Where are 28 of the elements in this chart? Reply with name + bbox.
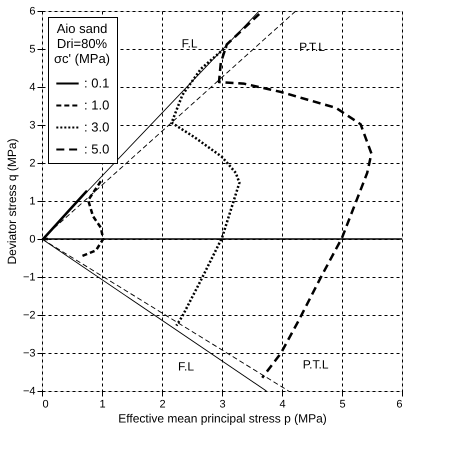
y-tick-label: 4	[29, 82, 36, 94]
y-axis-title: Deviator stress q (MPa)	[4, 138, 19, 265]
y-tick-label: 2	[29, 158, 36, 170]
x-tick-label: 6	[396, 398, 402, 410]
annotation: P.T.L	[302, 357, 329, 372]
legend-title: Aio sand Dri=80% σc' (MPa)	[54, 21, 110, 66]
x-tick-label: 2	[159, 398, 166, 410]
y-tick-label: 6	[29, 6, 36, 18]
x-axis-title: Effective mean principal stress p (MPa)	[118, 412, 327, 426]
annotation: F.L	[182, 36, 198, 50]
y-tick-label: −1	[22, 272, 36, 284]
y-tick-label: −4	[22, 386, 36, 398]
y-tick-label: 3	[29, 120, 36, 132]
annotation: F.L	[178, 359, 194, 374]
legend-label: : 5.0	[84, 142, 110, 156]
y-tick-label: 0	[29, 234, 36, 246]
x-tick-label: 5	[339, 398, 346, 410]
x-tick-label: 1	[99, 398, 106, 410]
legend-label: : 0.1	[84, 76, 110, 90]
y-tick-label: −3	[22, 348, 36, 360]
legend-label: : 1.0	[84, 98, 110, 112]
x-tick-label: 3	[219, 398, 226, 410]
y-tick-label: 1	[29, 196, 36, 208]
y-tick-label: −2	[22, 310, 36, 322]
legend-label: : 3.0	[84, 120, 110, 134]
y-tick-label: 5	[29, 44, 36, 56]
x-tick-label: 4	[279, 398, 286, 410]
x-tick-label: 0	[42, 398, 49, 410]
